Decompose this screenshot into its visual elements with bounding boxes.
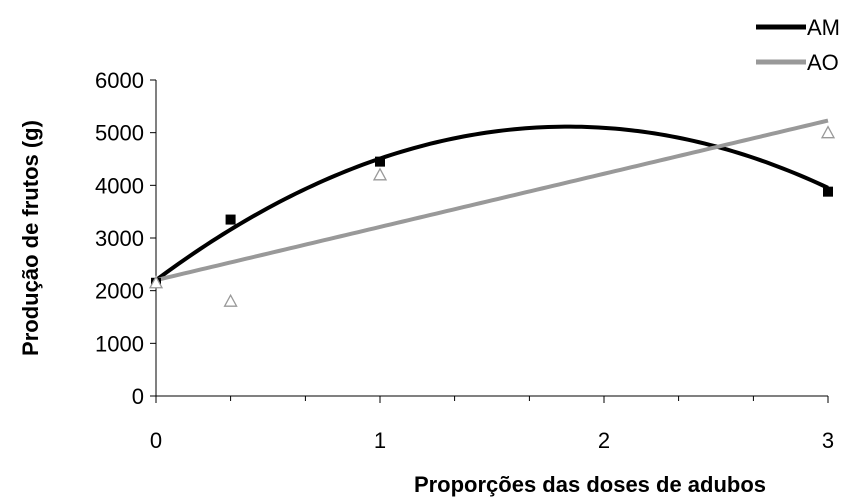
legend-label-ao: AO — [807, 50, 839, 75]
y-tick-label: 2000 — [95, 279, 144, 304]
marker-am — [823, 186, 833, 197]
legend-item-ao: AO — [756, 50, 839, 75]
legend-label-am: AM — [807, 15, 840, 40]
marker-ao — [820, 125, 836, 139]
trendlines — [154, 118, 829, 283]
marker-ao — [372, 167, 388, 181]
marker-am — [225, 214, 236, 225]
trendline-ao — [155, 118, 829, 283]
y-tick-label: 1000 — [95, 331, 144, 356]
marker-ao — [148, 275, 164, 289]
y-axis-title: Produção de frutos (g) — [18, 120, 43, 356]
axes — [155, 80, 828, 397]
marker-am — [375, 156, 385, 167]
y-tick-label: 3000 — [95, 226, 144, 251]
x-tick-label: 0 — [150, 428, 162, 453]
legend-item-am: AM — [756, 15, 840, 40]
y-tick-label: 6000 — [95, 68, 144, 93]
x-tick-label: 1 — [374, 428, 386, 453]
y-tick-label: 5000 — [95, 121, 144, 146]
x-axis-title: Proporções das doses de adubos — [414, 472, 766, 497]
x-tick-label: 3 — [822, 428, 834, 453]
y-tick-label: 4000 — [95, 173, 144, 198]
marker-ao — [223, 293, 238, 307]
markers — [148, 125, 836, 307]
x-tick-label: 2 — [598, 428, 610, 453]
legend: AM AO — [756, 15, 840, 75]
ticks: 0 1000 2000 3000 4000 5000 6000 0 1 2 3 — [95, 68, 834, 453]
y-tick-label: 0 — [132, 384, 144, 409]
